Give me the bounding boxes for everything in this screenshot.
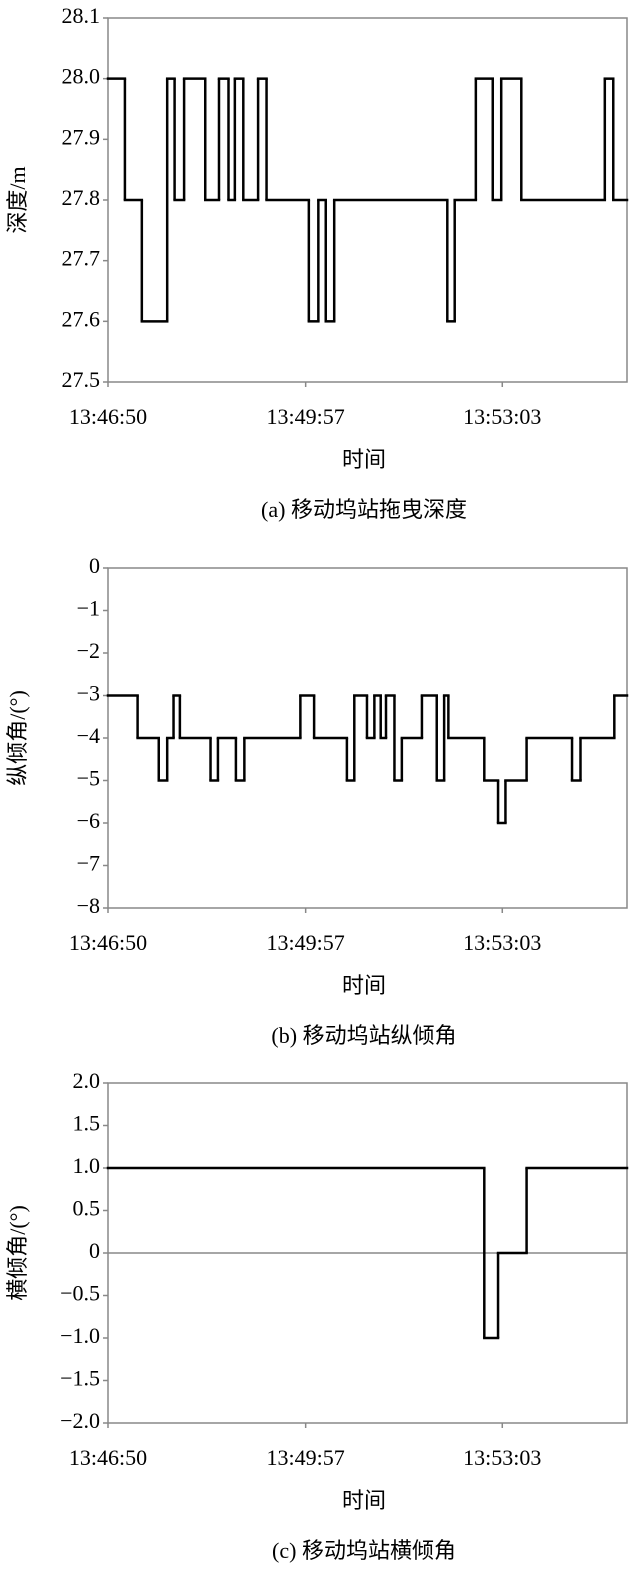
y-axis-label: 纵倾角/(°) <box>5 690 30 786</box>
y-tick-label: 0 <box>89 553 100 578</box>
y-tick-label: −1.5 <box>60 1366 100 1391</box>
x-tick-label: 13:53:03 <box>463 404 541 429</box>
x-tick-label: 13:46:50 <box>69 1445 147 1470</box>
y-tick-label: −8 <box>77 893 100 918</box>
y-axis-label: 深度/m <box>5 166 30 233</box>
y-tick-label: 1.0 <box>73 1153 101 1178</box>
caption: (b) 移动坞站纵倾角 <box>271 1023 456 1048</box>
y-tick-label: 27.6 <box>62 306 101 331</box>
x-tick-label: 13:46:50 <box>69 404 147 429</box>
y-tick-label: −1.0 <box>60 1323 100 1348</box>
x-axis-label: 时间 <box>342 1488 386 1513</box>
x-tick-label: 13:49:57 <box>267 930 345 955</box>
y-tick-label: 2.0 <box>73 1068 101 1093</box>
y-tick-label: 0 <box>89 1238 100 1263</box>
y-tick-label: −2.0 <box>60 1408 100 1433</box>
y-tick-label: −5 <box>77 766 100 791</box>
y-tick-label: −2 <box>77 638 100 663</box>
x-tick-label: 13:53:03 <box>463 1445 541 1470</box>
y-tick-label: 27.8 <box>62 185 101 210</box>
x-tick-label: 13:53:03 <box>463 930 541 955</box>
y-tick-label: 28.1 <box>62 3 101 28</box>
y-tick-label: 28.0 <box>62 64 101 89</box>
y-tick-label: 27.7 <box>62 246 101 271</box>
caption: (c) 移动坞站横倾角 <box>272 1538 456 1563</box>
x-tick-label: 13:49:57 <box>267 404 345 429</box>
y-tick-label: −4 <box>77 723 100 748</box>
caption: (a) 移动坞站拖曳深度 <box>261 497 467 522</box>
x-axis-label: 时间 <box>342 447 386 472</box>
y-tick-label: 27.9 <box>62 124 101 149</box>
y-tick-label: 0.5 <box>73 1196 101 1221</box>
y-tick-label: −6 <box>77 808 100 833</box>
y-axis-label: 横倾角/(°) <box>5 1205 30 1301</box>
x-tick-label: 13:46:50 <box>69 930 147 955</box>
y-tick-label: 1.5 <box>73 1111 101 1136</box>
x-tick-label: 13:49:57 <box>267 1445 345 1470</box>
y-tick-label: −1 <box>77 596 100 621</box>
y-tick-label: 27.5 <box>62 367 101 392</box>
y-tick-label: −0.5 <box>60 1281 100 1306</box>
y-tick-label: −3 <box>77 681 100 706</box>
x-axis-label: 时间 <box>342 973 386 998</box>
y-tick-label: −7 <box>77 851 100 876</box>
